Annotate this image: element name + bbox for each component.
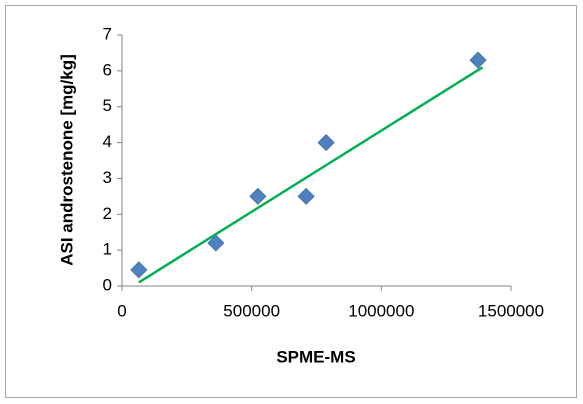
y-axis-title: ASI androstenone [mg/kg] [57,54,76,266]
y-tick-label: 2 [103,204,112,223]
y-tick-label: 7 [103,24,112,43]
y-tick-label: 1 [103,240,112,259]
y-tick-label: 0 [103,275,112,294]
data-point [469,51,487,69]
data-point [249,187,267,205]
y-tick-label: 6 [103,60,112,79]
x-axis-title: SPME-MS [276,347,355,366]
y-tick-label: 4 [103,132,112,151]
x-tick-label: 0 [117,301,126,320]
y-tick-label: 5 [103,96,112,115]
data-point [317,134,335,152]
trendline [138,66,484,284]
x-tick-label: 500000 [223,301,280,320]
data-point [297,187,315,205]
data-point [207,234,225,252]
y-tick-label: 3 [103,168,112,187]
x-tick-label: 1000000 [348,301,414,320]
x-tick-label: 1500000 [478,301,544,320]
chart-border [5,5,577,398]
data-point [130,261,148,279]
